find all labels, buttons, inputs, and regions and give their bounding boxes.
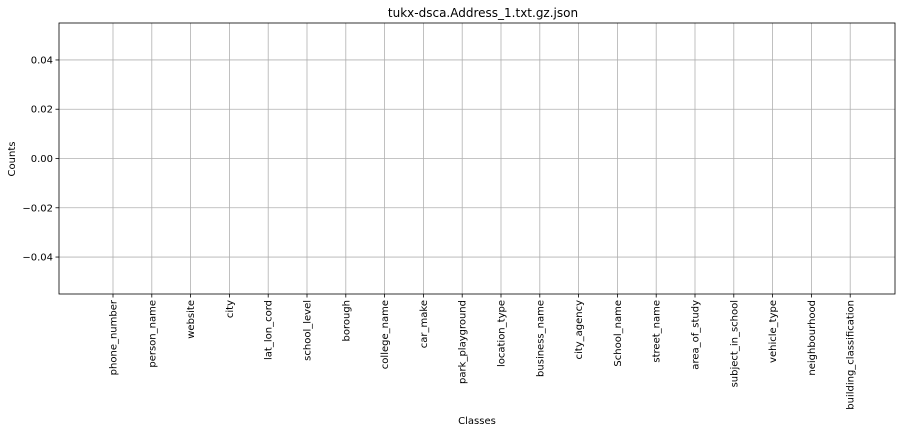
x-axis-label: Classes <box>458 416 496 427</box>
x-tick-label: business_name <box>535 300 546 377</box>
y-axis-label: Counts <box>7 142 18 177</box>
y-tick-label: 0.04 <box>31 55 53 66</box>
x-axis: phone_number person_name website city lat_lo… <box>109 294 857 410</box>
x-tick-label: school_level <box>303 300 314 361</box>
x-tick-label: neighbourhood <box>807 300 818 376</box>
x-tick-label: city_agency <box>574 300 585 360</box>
x-tick-label: website <box>186 300 197 339</box>
x-tick-label: School_name <box>613 300 624 367</box>
x-tick-label: vehicle_type <box>768 300 779 363</box>
x-tick-label: college_name <box>380 300 391 369</box>
y-tick-label: 0.02 <box>31 105 53 116</box>
x-tick-label: car_make <box>419 300 430 348</box>
x-tick-label: location_type <box>497 300 508 367</box>
x-tick-label: area_of_study <box>691 300 702 370</box>
x-tick-label: phone_number <box>109 299 120 375</box>
x-tick-label: person_name <box>147 300 158 368</box>
x-tick-label: lat_lon_cord <box>264 300 275 360</box>
y-axis: −0.04 −0.02 0.00 0.02 0.04 <box>22 55 59 264</box>
chart-title: tukx-dsca.Address_1.txt.gz.json <box>388 6 578 20</box>
x-tick-label: city <box>225 300 236 318</box>
x-tick-label: building_classification <box>846 300 857 410</box>
y-tick-label: −0.04 <box>22 253 53 264</box>
grid <box>59 23 895 294</box>
x-tick-label: subject_in_school <box>729 300 740 387</box>
x-tick-label: borough <box>341 300 352 342</box>
y-tick-label: −0.02 <box>22 203 53 214</box>
x-tick-label: street_name <box>652 300 663 363</box>
x-tick-label: park_playground <box>458 300 469 384</box>
y-tick-label: 0.00 <box>31 154 53 165</box>
